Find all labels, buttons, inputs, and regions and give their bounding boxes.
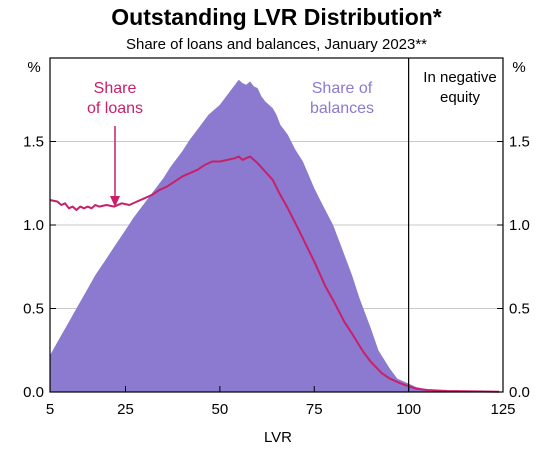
x-tick-label-2: 50 [212, 401, 229, 418]
negative-equity-label-line2: equity [440, 89, 481, 106]
y-tick-label-left-2: 1.0 [23, 217, 44, 234]
y-axis-unit-left: % [27, 59, 40, 76]
y-tick-label-left-1: 0.5 [23, 301, 44, 318]
x-tick-label-1: 25 [117, 401, 134, 418]
y-tick-label-left-3: 1.5 [23, 134, 44, 151]
loans-annotation-arrowhead [110, 196, 120, 207]
y-tick-label-right-3: 1.5 [509, 134, 530, 151]
balances-annotation-line1: Share of [312, 80, 373, 97]
y-tick-label-right-1: 0.5 [509, 301, 530, 318]
chart-title: Outstanding LVR Distribution* [111, 4, 442, 30]
x-tick-label-5: 125 [490, 401, 515, 418]
balances-annotation-line2: balances [310, 100, 374, 117]
y-tick-label-left-0: 0.0 [23, 384, 44, 401]
loans-annotation-line1: Share [94, 80, 137, 97]
loans-line-series [49, 155, 500, 393]
x-tick-label-0: 5 [46, 401, 54, 418]
y-tick-label-right-2: 1.0 [509, 217, 530, 234]
x-tick-label-3: 75 [306, 401, 323, 418]
x-axis-label: LVR [264, 429, 292, 446]
loans-annotation-line2: of loans [87, 100, 143, 117]
y-tick-label-right-0: 0.0 [509, 384, 530, 401]
y-axis-unit-right: % [512, 59, 525, 76]
x-tick-label-4: 100 [396, 401, 421, 418]
chart-subtitle: Share of loans and balances, January 202… [125, 36, 428, 53]
balances-area-series [50, 79, 500, 392]
negative-equity-label-line1: In negative [423, 69, 496, 86]
